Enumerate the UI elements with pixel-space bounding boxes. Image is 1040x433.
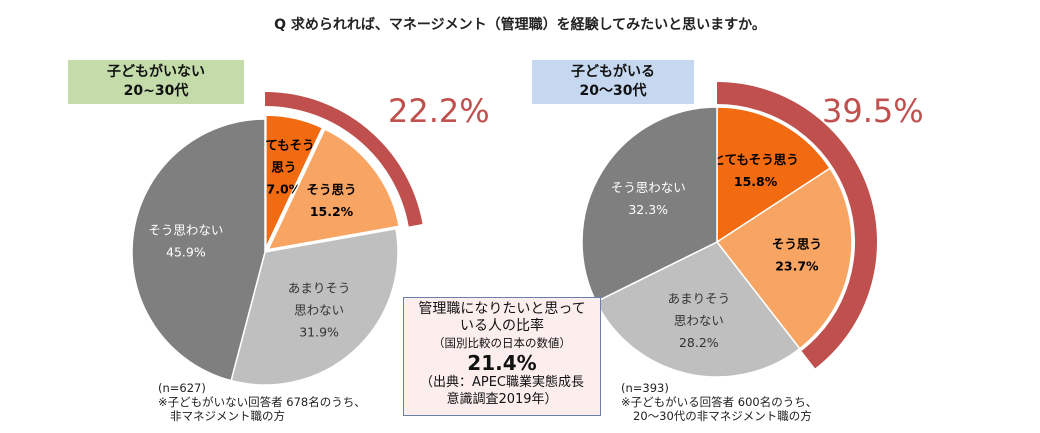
note-line: 非マネジメント職の方 bbox=[170, 409, 285, 423]
slice-label: 7.0% bbox=[267, 182, 302, 197]
group-tag-with-children: 子どもがいる 20〜30代 bbox=[532, 60, 694, 104]
pie-slice bbox=[715, 167, 853, 350]
slice-label: とてもそう bbox=[253, 138, 314, 153]
slice-label: 28.2% bbox=[679, 335, 719, 350]
slice-label: そう思う bbox=[772, 236, 822, 251]
tag-line: 子どもがいない bbox=[107, 64, 205, 80]
slice-label: 思わない bbox=[294, 303, 344, 318]
slice-label: そう思わない bbox=[148, 223, 223, 238]
tag-line: 20~30代 bbox=[123, 83, 189, 99]
slice-label: 思う bbox=[271, 160, 296, 175]
sample-note-right: (n=393) ※子どもがいる回答者 600名のうち、 20～30代の非マネジメ… bbox=[621, 381, 817, 423]
box-value: 21.4% bbox=[467, 351, 537, 375]
pie-slice bbox=[265, 114, 324, 249]
pie-slice bbox=[581, 106, 718, 303]
sample-size: (n=393) bbox=[621, 381, 669, 395]
slice-label: 45.9% bbox=[166, 245, 206, 260]
highlight-percent-left: 22.2% bbox=[388, 92, 490, 130]
box-line: いる人の比率 bbox=[460, 318, 544, 334]
highlight-ring bbox=[717, 82, 877, 369]
slice-label: 23.7% bbox=[775, 258, 819, 273]
slice-label: あまりそう bbox=[668, 291, 731, 306]
slice-label: 15.2% bbox=[310, 204, 354, 219]
box-line: （国別比較の日本の数値） bbox=[433, 336, 571, 350]
box-line: （出典：APEC職業実態成長 bbox=[419, 375, 585, 390]
highlight-percent-right: 39.5% bbox=[822, 92, 924, 130]
slice-label: そう思わない bbox=[611, 180, 686, 195]
sample-note-left: (n=627) ※子どもがいない回答者 678名のうち、 非マネジメント職の方 bbox=[158, 381, 366, 423]
box-line: 管理職になりたいと思って bbox=[418, 301, 586, 317]
note-line: ※子どもがいない回答者 678名のうち、 bbox=[158, 395, 366, 409]
pie-slice bbox=[131, 118, 266, 382]
slice-label: 31.9% bbox=[299, 325, 339, 340]
tag-line: 20〜30代 bbox=[579, 83, 647, 99]
pie-slice bbox=[594, 241, 801, 378]
pie-slice bbox=[716, 106, 832, 244]
slice-label: とてもそう思う bbox=[712, 152, 798, 167]
slice-label: 15.8% bbox=[734, 174, 778, 189]
slice-label: そう思う bbox=[307, 182, 357, 197]
box-line: 意識調査2019年） bbox=[446, 392, 558, 407]
slice-label: あまりそう bbox=[288, 281, 351, 296]
highlight-ring bbox=[265, 92, 423, 227]
tag-line: 子どもがいる bbox=[571, 64, 655, 80]
question-title: Q 求められれば、マネージメント（管理職）を経験してみたいと思いますか。 bbox=[274, 17, 766, 33]
note-line: ※子どもがいる回答者 600名のうち、 bbox=[621, 395, 818, 409]
note-line: 20～30代の非マネジメント職の方 bbox=[633, 409, 812, 423]
pie-slice bbox=[266, 128, 400, 251]
group-tag-no-children: 子どもがいない 20~30代 bbox=[68, 60, 244, 104]
slice-label: 思わない bbox=[674, 313, 724, 328]
pie-slice bbox=[230, 227, 399, 386]
slice-label: 32.3% bbox=[628, 202, 668, 217]
sample-size: (n=627) bbox=[158, 381, 206, 395]
reference-box: 管理職になりたいと思って いる人の比率 （国別比較の日本の数値） 21.4% （… bbox=[403, 297, 601, 416]
